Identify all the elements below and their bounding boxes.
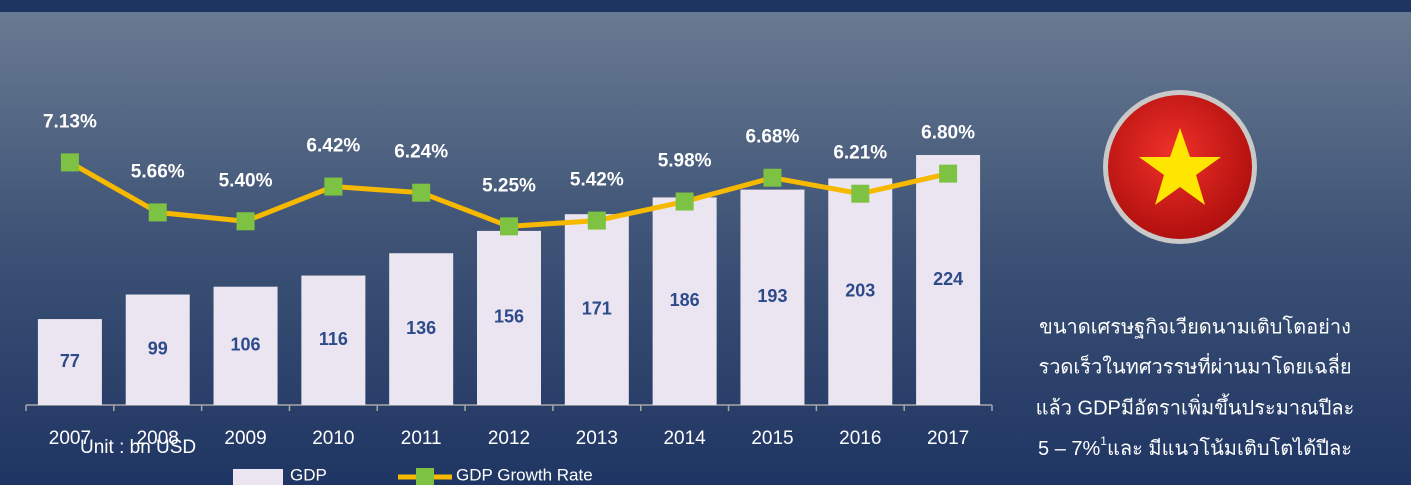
growth-marker	[851, 184, 870, 203]
legend-label: GDP Growth Rate	[456, 465, 593, 484]
x-tick-label: 2009	[224, 428, 266, 449]
bar-value-label: 106	[231, 335, 261, 355]
annotation-line: ขนาดเศรษฐกิจเวียดนามเติบโตอย่าง	[1039, 315, 1351, 338]
x-tick-label: 2007	[49, 428, 91, 449]
top-stripe	[0, 0, 1411, 12]
annotation-line: 5 – 7%1และ มีแนวโน้มเติบโตได้ปีละ	[1038, 434, 1352, 460]
bar-value-label: 203	[845, 280, 875, 300]
growth-marker	[324, 177, 343, 196]
bar-value-label: 186	[670, 290, 700, 310]
growth-value-label: 7.13%	[43, 111, 97, 132]
growth-marker	[60, 153, 79, 172]
bar	[564, 214, 629, 405]
growth-value-label: 5.25%	[482, 175, 536, 196]
flag-star	[1139, 128, 1221, 205]
growth-value-label: 6.68%	[746, 127, 800, 148]
bar	[37, 319, 102, 405]
legend-swatch	[233, 469, 283, 485]
bar	[740, 189, 805, 405]
growth-value-label: 5.42%	[570, 170, 624, 191]
bar-value-label: 224	[933, 269, 963, 289]
bar-value-label: 171	[582, 298, 612, 318]
growth-value-label: 5.40%	[219, 170, 273, 191]
legend-marker	[416, 468, 434, 485]
x-tick-label: 2011	[401, 428, 442, 449]
annotation-line: รวดเร็วในทศวรรษที่ผ่านมาโดยเฉลี่ย	[1038, 352, 1351, 378]
growth-value-label: 5.98%	[658, 151, 712, 172]
x-tick-label: 2012	[488, 428, 530, 449]
bar-value-label: 77	[60, 351, 80, 371]
bar	[301, 275, 366, 405]
growth-marker	[236, 212, 255, 231]
bar-value-label: 156	[494, 307, 524, 327]
x-tick-label: 2014	[663, 428, 706, 449]
bar-value-label: 193	[757, 286, 787, 306]
annotation: ขนาดเศรษฐกิจเวียดนามเติบโตอย่าง รวดเร็วใ…	[1036, 315, 1355, 460]
bar	[125, 294, 190, 405]
bar-value-label: 116	[319, 329, 348, 349]
bar	[652, 197, 717, 405]
bar	[828, 178, 893, 405]
growth-marker	[412, 183, 431, 202]
bar	[389, 253, 454, 405]
growth-marker	[148, 203, 167, 222]
x-tick-label: 2013	[576, 428, 618, 449]
growth-marker	[587, 211, 606, 230]
legend-label: GDP	[290, 465, 327, 484]
bar-value-label: 99	[148, 339, 168, 359]
x-tick-label: 2015	[751, 428, 793, 449]
annotation-text: 5 – 7%	[1038, 438, 1100, 460]
growth-marker	[500, 217, 518, 236]
x-tick-label: 2010	[312, 428, 354, 449]
annotation-text: และ มีแนวโน้มเติบโตได้ปีละ	[1107, 437, 1352, 460]
bar	[916, 155, 981, 405]
bar-value-label: 136	[406, 318, 436, 338]
x-tick-label: 2017	[927, 428, 969, 449]
growth-value-label: 5.66%	[131, 161, 185, 182]
annotation-line: แล้ว GDPมีอัตราเพิ่มขึ้นประมาณปีละ	[1036, 393, 1355, 419]
unit-label: Unit : bn USD	[80, 437, 196, 458]
growth-marker	[763, 168, 782, 187]
bar	[213, 286, 278, 405]
growth-value-label: 6.80%	[921, 123, 975, 144]
bar	[477, 230, 541, 405]
growth-value-label: 6.42%	[306, 136, 360, 157]
growth-marker	[675, 192, 694, 211]
growth-marker	[939, 164, 958, 183]
growth-value-label: 6.21%	[833, 143, 887, 164]
footnote-mark: 1	[1100, 434, 1107, 448]
x-tick-label: 2016	[839, 428, 881, 449]
x-tick-label: 2008	[137, 428, 179, 449]
growth-value-label: 6.24%	[394, 142, 448, 163]
